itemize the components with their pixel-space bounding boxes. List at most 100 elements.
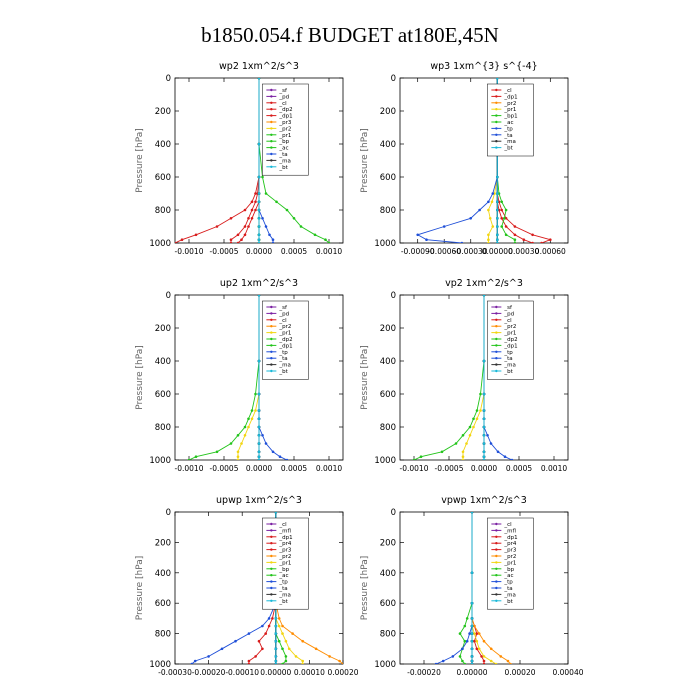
data-point bbox=[487, 208, 490, 212]
legend-marker bbox=[270, 108, 273, 111]
x-tick-label: 0.0005 bbox=[506, 464, 532, 473]
data-point bbox=[271, 450, 275, 454]
data-point bbox=[504, 208, 508, 212]
legend-entry: _tp bbox=[278, 580, 288, 586]
data-point bbox=[470, 655, 474, 658]
data-point bbox=[419, 455, 423, 459]
series-group bbox=[187, 295, 289, 460]
y-tick-label: 800 bbox=[155, 206, 171, 216]
legend-marker bbox=[495, 599, 498, 602]
data-point bbox=[257, 295, 261, 297]
legend-entry: _tp bbox=[503, 580, 513, 586]
data-point bbox=[496, 225, 499, 228]
legend-marker bbox=[495, 542, 498, 545]
data-point bbox=[257, 425, 261, 429]
data-point bbox=[250, 417, 254, 421]
data-point bbox=[482, 662, 486, 664]
legend-marker bbox=[270, 369, 273, 373]
data-point bbox=[513, 233, 517, 237]
legend-entry: _pr1 bbox=[278, 560, 291, 566]
legend-marker bbox=[270, 599, 273, 602]
chart-panel-3: up2 1xm^2/s^3 Pressure [hPa] 0 200 400 600 800… bbox=[135, 278, 344, 473]
data-point bbox=[442, 225, 446, 228]
legend-marker bbox=[270, 548, 273, 551]
legend-entry: _bp bbox=[503, 567, 514, 573]
data-point bbox=[549, 238, 552, 241]
y-tick-label: 400 bbox=[155, 140, 171, 150]
data-point bbox=[482, 455, 486, 459]
data-point bbox=[470, 601, 474, 605]
data-point bbox=[220, 647, 224, 651]
data-point bbox=[193, 659, 197, 663]
y-tick-label: 0 bbox=[166, 74, 171, 84]
y-tick-label: 1000 bbox=[374, 456, 396, 466]
data-point bbox=[338, 659, 341, 663]
data-point bbox=[470, 647, 474, 651]
data-point bbox=[324, 238, 327, 241]
panel-title: wp2 1xm^2/s^3 bbox=[219, 61, 299, 72]
series-group bbox=[175, 78, 331, 243]
data-point bbox=[190, 662, 194, 664]
data-point bbox=[274, 512, 278, 514]
data-point bbox=[454, 442, 458, 445]
data-point bbox=[236, 450, 240, 454]
data-point bbox=[271, 241, 275, 243]
data-point bbox=[250, 409, 254, 412]
y-tick-label: 0 bbox=[391, 291, 396, 301]
x-tick-label: -0.00020 bbox=[407, 668, 441, 677]
data-point bbox=[207, 655, 210, 658]
data-point bbox=[254, 655, 257, 658]
x-tick-label: 0.0005 bbox=[281, 464, 307, 473]
data-point bbox=[240, 238, 243, 241]
legend-entry: _cl bbox=[278, 318, 287, 324]
legend-entry: _pr3 bbox=[278, 120, 292, 126]
y-tick-label: 200 bbox=[380, 107, 396, 117]
data-point bbox=[261, 624, 264, 628]
data-point bbox=[488, 217, 492, 220]
data-point bbox=[257, 434, 261, 437]
data-point bbox=[247, 659, 251, 663]
legend-entry: _dp1 bbox=[503, 535, 517, 541]
data-point bbox=[257, 392, 261, 396]
legend-marker bbox=[270, 165, 273, 168]
legend-entry: _pr4 bbox=[278, 541, 292, 547]
x-tick-label: 0.00020 bbox=[327, 668, 358, 677]
data-point bbox=[487, 233, 490, 237]
data-point bbox=[281, 624, 284, 628]
legend-box bbox=[262, 300, 309, 380]
data-point bbox=[247, 417, 250, 421]
data-point bbox=[328, 655, 331, 658]
plot-frame bbox=[399, 77, 569, 244]
legend-entry: _bt bbox=[503, 599, 513, 605]
data-point bbox=[261, 434, 264, 437]
x-tick-label: 0.00000 bbox=[456, 668, 487, 677]
data-point bbox=[187, 458, 191, 460]
legend-marker bbox=[495, 535, 498, 538]
data-point bbox=[482, 659, 486, 663]
data-point bbox=[461, 450, 465, 454]
data-point bbox=[504, 217, 508, 220]
legend-marker bbox=[270, 95, 273, 98]
data-point bbox=[475, 647, 479, 651]
legend-marker bbox=[270, 535, 273, 538]
x-tick-label: 0.00020 bbox=[504, 668, 535, 677]
legend-marker bbox=[270, 331, 273, 334]
data-point bbox=[496, 208, 499, 212]
legend-marker bbox=[270, 88, 273, 92]
data-point bbox=[486, 434, 489, 437]
data-point bbox=[473, 639, 476, 643]
data-point bbox=[264, 632, 268, 635]
legend-marker bbox=[270, 127, 273, 130]
legend-marker bbox=[495, 101, 498, 105]
x-tick-label: -0.0005 bbox=[435, 464, 464, 473]
y-tick-label: 800 bbox=[155, 423, 171, 433]
y-tick-label: 600 bbox=[155, 599, 171, 609]
data-point bbox=[470, 639, 474, 643]
plot-frame bbox=[174, 511, 344, 665]
data-point bbox=[264, 442, 268, 445]
y-tick-label: 0 bbox=[166, 291, 171, 301]
data-point bbox=[496, 233, 499, 237]
legend-entry: _pr2 bbox=[278, 126, 291, 132]
data-point bbox=[243, 434, 247, 437]
data-point bbox=[243, 425, 247, 429]
